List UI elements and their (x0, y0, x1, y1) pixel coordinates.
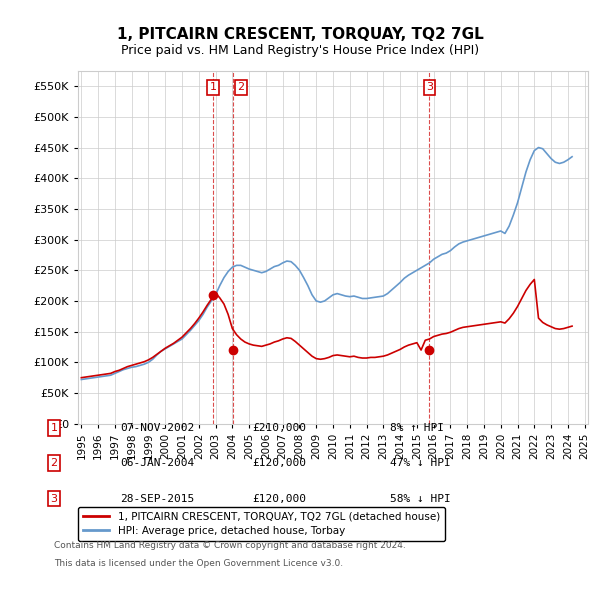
Text: 3: 3 (50, 494, 58, 503)
Text: 58% ↓ HPI: 58% ↓ HPI (390, 494, 451, 503)
Text: Price paid vs. HM Land Registry's House Price Index (HPI): Price paid vs. HM Land Registry's House … (121, 44, 479, 57)
Text: 8% ↑ HPI: 8% ↑ HPI (390, 423, 444, 432)
Text: 3: 3 (426, 83, 433, 93)
Legend: 1, PITCAIRN CRESCENT, TORQUAY, TQ2 7GL (detached house), HPI: Average price, det: 1, PITCAIRN CRESCENT, TORQUAY, TQ2 7GL (… (78, 507, 445, 541)
Text: 07-NOV-2002: 07-NOV-2002 (120, 423, 194, 432)
Text: 47% ↓ HPI: 47% ↓ HPI (390, 458, 451, 468)
Text: 2: 2 (238, 83, 245, 93)
Text: £120,000: £120,000 (252, 458, 306, 468)
Text: £210,000: £210,000 (252, 423, 306, 432)
Text: 06-JAN-2004: 06-JAN-2004 (120, 458, 194, 468)
Text: 1: 1 (209, 83, 217, 93)
Text: Contains HM Land Registry data © Crown copyright and database right 2024.: Contains HM Land Registry data © Crown c… (54, 541, 406, 550)
Text: This data is licensed under the Open Government Licence v3.0.: This data is licensed under the Open Gov… (54, 559, 343, 568)
Text: 1: 1 (50, 423, 58, 432)
Text: 1, PITCAIRN CRESCENT, TORQUAY, TQ2 7GL: 1, PITCAIRN CRESCENT, TORQUAY, TQ2 7GL (116, 27, 484, 41)
Text: 28-SEP-2015: 28-SEP-2015 (120, 494, 194, 503)
Text: 2: 2 (50, 458, 58, 468)
Text: £120,000: £120,000 (252, 494, 306, 503)
